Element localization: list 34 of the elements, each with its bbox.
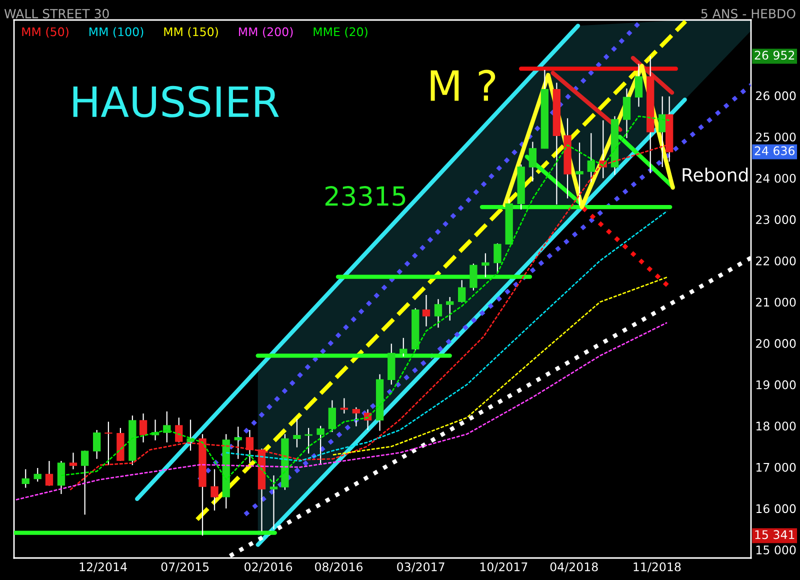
chart-subtitle: 5 ANS - HEBDO bbox=[701, 8, 796, 18]
text: MM (200) bbox=[239, 27, 293, 38]
x-tick-label: 02/2016 bbox=[244, 562, 292, 572]
x-tick-label: 03/2017 bbox=[397, 562, 444, 572]
text: 26 952 bbox=[754, 50, 794, 60]
x-tick-label: 07/2015 bbox=[161, 562, 209, 572]
annotation: M ? bbox=[430, 70, 496, 101]
y-tick-label: 23 000 bbox=[756, 215, 796, 224]
text: MM (100) bbox=[89, 27, 144, 38]
x-tick-label: 04/2018 bbox=[550, 562, 598, 572]
annotation: 23315 bbox=[325, 186, 406, 206]
chart-title: WALL STREET 30 bbox=[4, 8, 109, 18]
text: 24 636 bbox=[754, 146, 795, 156]
annotation: HAUSSIER bbox=[73, 86, 279, 118]
y-tick-label: 24 000 bbox=[756, 174, 796, 183]
x-tick-label: 12/2014 bbox=[80, 562, 127, 572]
y-tick-label: 25 000 bbox=[756, 132, 796, 142]
y-tick-label: 20 000 bbox=[756, 339, 796, 348]
y-tick-label: 18 000 bbox=[756, 422, 796, 431]
annotation: Rebond bbox=[682, 168, 748, 182]
text: 15 341 bbox=[755, 530, 794, 540]
x-tick-label: 08/2016 bbox=[315, 562, 363, 572]
y-tick-label: 21 000 bbox=[756, 298, 796, 307]
x-tick-label: 11/2018 bbox=[634, 562, 681, 572]
text: MME (20) bbox=[314, 27, 368, 38]
x-tick-label: 10/2017 bbox=[480, 562, 528, 572]
y-tick-label: 15 000 bbox=[756, 545, 796, 554]
y-tick-label: 17 000 bbox=[756, 462, 796, 472]
y-tick-label: 22 000 bbox=[756, 256, 796, 266]
y-tick-label: 26 000 bbox=[756, 91, 796, 100]
text: MM (150) bbox=[164, 27, 218, 38]
y-tick-label: 19 000 bbox=[756, 380, 796, 390]
y-tick-label: 16 000 bbox=[756, 504, 796, 514]
text: MM (50) bbox=[22, 27, 68, 38]
